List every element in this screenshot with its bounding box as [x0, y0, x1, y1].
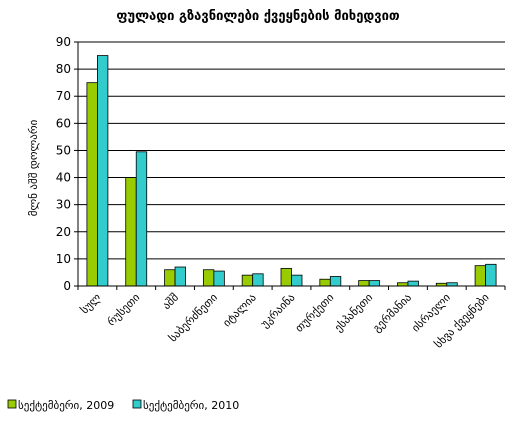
bar-series-1 — [474, 265, 486, 287]
legend-swatch — [132, 399, 142, 409]
bar-series-2 — [252, 273, 264, 287]
axes — [74, 41, 506, 290]
bar-series-2 — [174, 266, 186, 287]
category-label: უკრაინა — [258, 291, 298, 331]
bar-series-1 — [86, 82, 98, 287]
y-tick-label: 50 — [56, 143, 71, 157]
bar-series-2 — [213, 270, 225, 287]
bar-series-1 — [319, 278, 331, 287]
bar-series-2 — [135, 151, 148, 287]
legend-label: სექტემბერი, 2009 — [18, 399, 114, 412]
bar-series-1 — [164, 269, 176, 287]
y-tick-label: 20 — [56, 225, 71, 239]
y-tick-label: 10 — [56, 252, 71, 266]
category-label: იტალია — [220, 291, 259, 330]
legend-swatch — [7, 399, 17, 409]
category-label: სულ — [78, 291, 104, 317]
category-label: გერმანია — [370, 291, 414, 335]
legend: სექტემბერი, 2009 სექტემბერი, 2010 — [7, 399, 239, 412]
category-label: თურქეთი — [293, 291, 337, 335]
bar-series-1 — [280, 267, 292, 287]
bars — [86, 55, 497, 287]
y-tick-labels: 0 10 20 30 40 50 60 70 80 90 — [56, 35, 71, 293]
y-axis-label: მლნ აშშ დოლარი — [27, 119, 40, 216]
chart-title: ფულადი გზავნილები ქვეყნების მიხედვით — [116, 9, 400, 24]
bar-series-2 — [368, 280, 381, 287]
category-label: ესპანეთი — [332, 291, 376, 335]
bar-series-2 — [97, 55, 109, 287]
y-tick-label: 60 — [56, 116, 71, 130]
bar-series-1 — [202, 269, 215, 287]
category-label: რუსეთი — [105, 291, 143, 329]
y-tick-label: 0 — [63, 279, 71, 293]
bar-series-2 — [329, 276, 342, 287]
bar-series-1 — [241, 274, 254, 287]
y-tick-label: 90 — [56, 35, 71, 49]
y-tick-label: 30 — [56, 198, 71, 212]
gridlines — [78, 41, 505, 260]
y-tick-label: 70 — [56, 89, 71, 103]
legend-label: სექტემბერი, 2010 — [143, 399, 239, 412]
bar-series-2 — [485, 263, 497, 287]
bar-series-1 — [125, 177, 137, 287]
bar-series-2 — [291, 274, 303, 287]
y-tick-label: 40 — [56, 171, 71, 185]
bar-series-1 — [358, 280, 370, 287]
category-label: აშშ — [160, 291, 181, 312]
y-tick-label: 80 — [56, 62, 71, 76]
bar-series-2 — [407, 280, 419, 287]
